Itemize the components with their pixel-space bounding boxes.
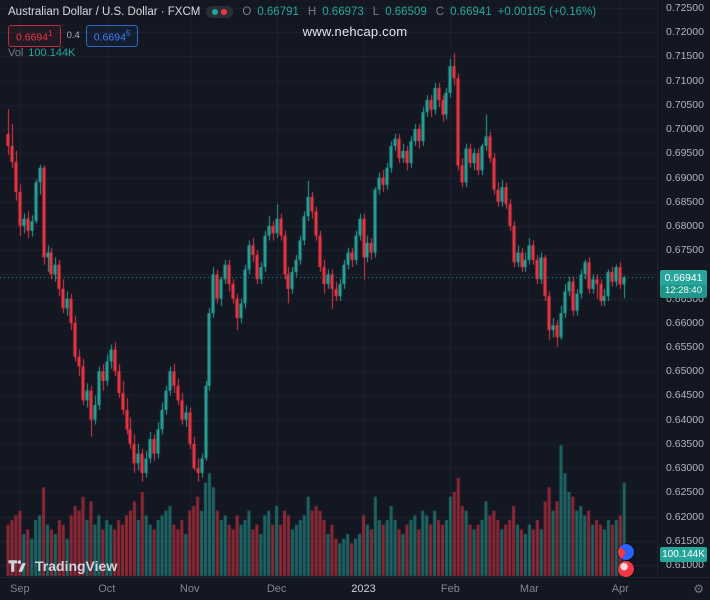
bar-countdown: 12:28:40 — [660, 285, 707, 299]
symbol-title[interactable]: Australian Dollar / U.S. Dollar · FXCM — [8, 6, 201, 18]
price-axis-label: 0.63000 — [666, 462, 704, 475]
close-label: C — [435, 6, 445, 18]
time-axis[interactable]: ⚙ Sep Oct Nov Dec 2023 Feb Mar Apr — [0, 577, 710, 600]
up-color-dot-icon — [212, 9, 219, 15]
symbol-legend: Australian Dollar / U.S. Dollar · FXCM O… — [8, 6, 596, 18]
watermark: www.nehcap.com — [302, 24, 408, 39]
price-axis-label: 0.71000 — [666, 74, 704, 87]
price-axis-label: 0.64500 — [666, 389, 704, 402]
price-axis-label: 0.62500 — [666, 486, 704, 499]
quote-buttons-row: 0.66941 0.4 0.66945 — [8, 25, 139, 47]
open-value: 0.66791 — [257, 6, 299, 18]
time-axis-label: Nov — [179, 583, 200, 595]
time-axis-label: 2023 — [351, 583, 376, 595]
price-axis-label: 0.65500 — [666, 341, 704, 354]
settings-icon[interactable]: ⚙ — [693, 582, 704, 596]
close-value: 0.66941 — [450, 6, 492, 18]
change-value: +0.00105 (+0.16%) — [497, 6, 597, 18]
time-axis-label: Mar — [519, 583, 539, 595]
price-axis[interactable]: 0.66941 12:28:40 100.144K 0.72500 0.72000… — [657, 0, 710, 578]
current-price-badge: 0.66941 12:28:40 — [660, 270, 707, 299]
price-axis-label: 0.69500 — [666, 147, 704, 160]
price-axis-label: 0.70500 — [666, 98, 704, 111]
price-axis-label: 0.67500 — [666, 244, 704, 257]
low-label: L — [372, 6, 380, 18]
down-color-dot-icon — [221, 9, 228, 15]
price-axis-label: 0.62000 — [666, 510, 704, 523]
tradingview-mark-icon — [8, 560, 26, 572]
volume-legend: Vol 100.144K — [8, 47, 75, 59]
time-axis-label: Oct — [98, 583, 116, 595]
price-axis-label: 0.72500 — [666, 2, 704, 14]
candle-color-toggle[interactable] — [206, 6, 234, 18]
price-axis-label: 0.68000 — [666, 219, 704, 232]
price-axis-label: 0.68500 — [666, 195, 704, 208]
price-axis-label: 0.66000 — [666, 316, 704, 329]
price-axis-label: 0.72000 — [666, 26, 704, 39]
low-value: 0.66509 — [385, 6, 427, 18]
tradingview-logo[interactable]: TradingView — [8, 558, 117, 574]
volume-value: 100.144K — [28, 47, 76, 59]
high-value: 0.66973 — [322, 6, 364, 18]
buy-price-button[interactable]: 0.66945 — [85, 25, 139, 47]
high-label: H — [307, 6, 317, 18]
tradingview-logo-text: TradingView — [35, 558, 118, 574]
reaction-icon-blue[interactable] — [618, 544, 634, 560]
reaction-icon-red[interactable] — [618, 561, 634, 577]
open-label: O — [242, 6, 252, 18]
current-price-value: 0.66941 — [660, 270, 707, 286]
price-axis-label: 0.64000 — [666, 413, 704, 426]
time-axis-label: Sep — [10, 583, 30, 595]
reaction-buttons — [618, 544, 634, 577]
sell-price-button[interactable]: 0.66941 — [8, 25, 61, 47]
price-axis-label: 0.70000 — [666, 123, 704, 136]
time-axis-label: Apr — [611, 583, 629, 595]
volume-label: Vol — [8, 47, 24, 59]
price-axis-label: 0.63500 — [666, 437, 704, 450]
price-axis-label: 0.61500 — [666, 534, 704, 547]
time-axis-label: Dec — [266, 583, 287, 595]
current-volume-badge: 100.144K — [660, 547, 707, 562]
price-axis-label: 0.69000 — [666, 171, 704, 184]
price-axis-label: 0.71500 — [666, 50, 704, 63]
time-axis-label: Feb — [440, 583, 460, 595]
spread-value: 0.4 — [66, 30, 80, 42]
price-axis-label: 0.65000 — [666, 365, 704, 378]
